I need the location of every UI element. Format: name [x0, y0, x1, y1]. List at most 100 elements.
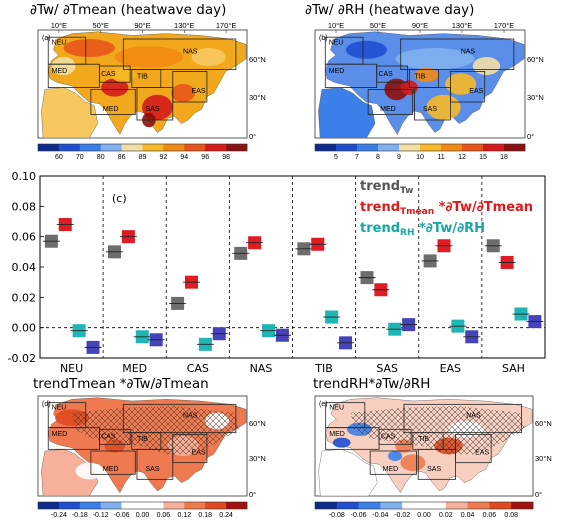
x-tick-label-nas: NAS [250, 362, 273, 375]
map-blob [101, 78, 129, 97]
lat-tick-label: 60°N [527, 55, 544, 64]
colorbar-segment [79, 144, 101, 151]
map-blob [63, 39, 115, 57]
colorbar-tick-label: 7 [355, 154, 359, 161]
region-box-cas [99, 65, 131, 83]
lon-tick-label: 50°E [93, 21, 109, 30]
colorbar-segment [378, 144, 400, 151]
region-label-cas: CAS [101, 71, 116, 78]
region-label-neu: NEU [329, 39, 344, 46]
colorbar-segment [121, 502, 143, 509]
legend-rest: *∂Tw/∂RH [414, 221, 485, 236]
y-tick-label: 0.00 [12, 322, 37, 335]
region-label-sas: SAS [423, 106, 437, 113]
y-tick-label: 0.10 [12, 170, 37, 183]
colorbar-tick-label: 0.18 [198, 512, 212, 519]
colorbar-segment [226, 502, 248, 509]
lat-tick-label: 0° [249, 490, 256, 499]
lat-tick-label: 60°N [249, 55, 266, 64]
region-label-eas: EAS [192, 88, 206, 95]
region-label-nas: NAS [466, 413, 481, 420]
region-box-cas [378, 428, 412, 445]
lon-tick-label: 90°E [134, 21, 150, 30]
region-label-med: MED [329, 431, 345, 438]
colorbar-tick-label: -0.08 [329, 512, 345, 519]
legend-sub: Tmean [400, 207, 434, 217]
legend-sub: RH [400, 228, 414, 238]
region-label-sah: MED [103, 106, 119, 113]
region-box-eas [172, 433, 208, 464]
region-label-nas: NAS [183, 48, 198, 55]
colorbar-segment [100, 502, 122, 509]
colorbar-tick-label: -0.12 [93, 512, 109, 519]
region-label-sas: SAS [145, 106, 159, 113]
map-panel-d: NEU MED CAS NAS TIB SAS EAS MED (d) 60°N 30°N 0° -0.… [37, 395, 266, 519]
region-box-sas [136, 87, 174, 121]
region-label-eas: EAS [475, 449, 489, 456]
region-box-cas [376, 65, 408, 83]
map-blob [345, 40, 387, 59]
colorbar-tick-label: 0.06 [483, 512, 497, 519]
colorbar-segment [163, 502, 185, 509]
map-content [41, 397, 247, 496]
colorbar-segment [358, 502, 381, 509]
region-box-nas [122, 403, 237, 434]
legend-main: trend [360, 200, 400, 215]
colorbar-tick-label: -0.24 [51, 512, 67, 519]
lon-tick-label: 50°E [370, 21, 386, 30]
chart-panel-c: 0.10 0.08 0.06 0.04 0.02 0.00 -0.02 NEU MED CAS NA… [8, 170, 546, 375]
colorbar-segment [163, 144, 185, 151]
lat-tick-label: 30°N [535, 454, 552, 463]
colorbar-tick-label: -0.06 [351, 512, 367, 519]
region-label-med: MED [52, 68, 68, 75]
region-label-cas: CAS [381, 434, 396, 441]
colorbar-tick-label: 70 [76, 154, 84, 161]
region-label-cas: CAS [378, 71, 393, 78]
lat-tick-label: 60°N [249, 419, 266, 428]
colorbar-tick-label: -0.04 [372, 512, 388, 519]
colorbar-segment [483, 144, 505, 151]
colorbar-tick-label: 96 [201, 154, 209, 161]
map-blob [445, 73, 477, 95]
colorbar-segment [511, 502, 534, 509]
colorbar-segment [357, 144, 379, 151]
lat-tick-label: 30°N [249, 93, 266, 102]
colorbar-tick-label: 12 [458, 154, 466, 161]
map-blob [414, 67, 439, 83]
title-panel-b: ∂Tw/ ∂RH (heatwave day) [305, 2, 475, 18]
map-panel-a: NEU MED CAS NAS TIB SAS EAS MED (a)10°E 50°E 90°E 1… [37, 21, 266, 161]
colorbar-segment [58, 144, 81, 151]
colorbar-tick-label: 11 [437, 154, 444, 161]
region-label-sah: MED [380, 106, 396, 113]
x-tick-label-sas: SAS [376, 362, 398, 375]
colorbar-tick-label: 92 [160, 154, 168, 161]
region-label-med: MED [329, 68, 345, 75]
colorbar-segment [402, 502, 425, 509]
region-box-nas [400, 38, 515, 71]
lon-tick-label: 90°E [412, 21, 428, 30]
colorbar-tick-label: 89 [139, 154, 147, 161]
colorbar-tick-label: 10 [416, 154, 424, 161]
colorbar-tick-label: 9 [397, 154, 401, 161]
region-box-nas [403, 403, 522, 434]
lat-tick-label: 0° [249, 132, 256, 141]
panel-letter-d: (d) [42, 401, 51, 408]
panel-letter-a: (a) [42, 35, 51, 42]
colorbar-segment [399, 144, 421, 151]
y-tick-label: 0.02 [12, 291, 37, 304]
lat-tick-label: 30°N [249, 454, 266, 463]
y-tick-label: 0.08 [12, 200, 37, 213]
panel-letter-e: (e) [319, 401, 328, 408]
lon-tick-label: 130°E [452, 21, 473, 30]
region-label-med: MED [52, 431, 68, 438]
colorbar-tick-label: 0.04 [461, 512, 475, 519]
region-box-eas [455, 433, 492, 464]
colorbar-segment [315, 144, 337, 151]
colorbar-tick-label: 0.06 [157, 512, 171, 519]
map-blob [171, 84, 195, 102]
legend-entry: trendTmean *∂Tw/∂Tmean [360, 200, 533, 217]
region-box-sas [136, 448, 174, 480]
region-label-sah: MED [383, 466, 399, 473]
region-label-tib: TIB [414, 74, 425, 81]
colorbar-tick-label: 86 [118, 154, 126, 161]
